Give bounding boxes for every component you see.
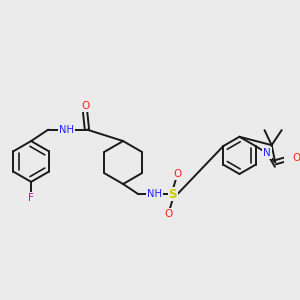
Text: NH: NH — [59, 124, 74, 135]
Text: S: S — [169, 188, 177, 200]
Text: N: N — [263, 148, 271, 158]
Text: O: O — [292, 153, 300, 163]
Text: F: F — [28, 193, 34, 203]
Text: O: O — [164, 209, 172, 219]
Text: O: O — [173, 169, 181, 179]
Text: O: O — [81, 101, 89, 111]
Text: NH: NH — [147, 189, 162, 199]
